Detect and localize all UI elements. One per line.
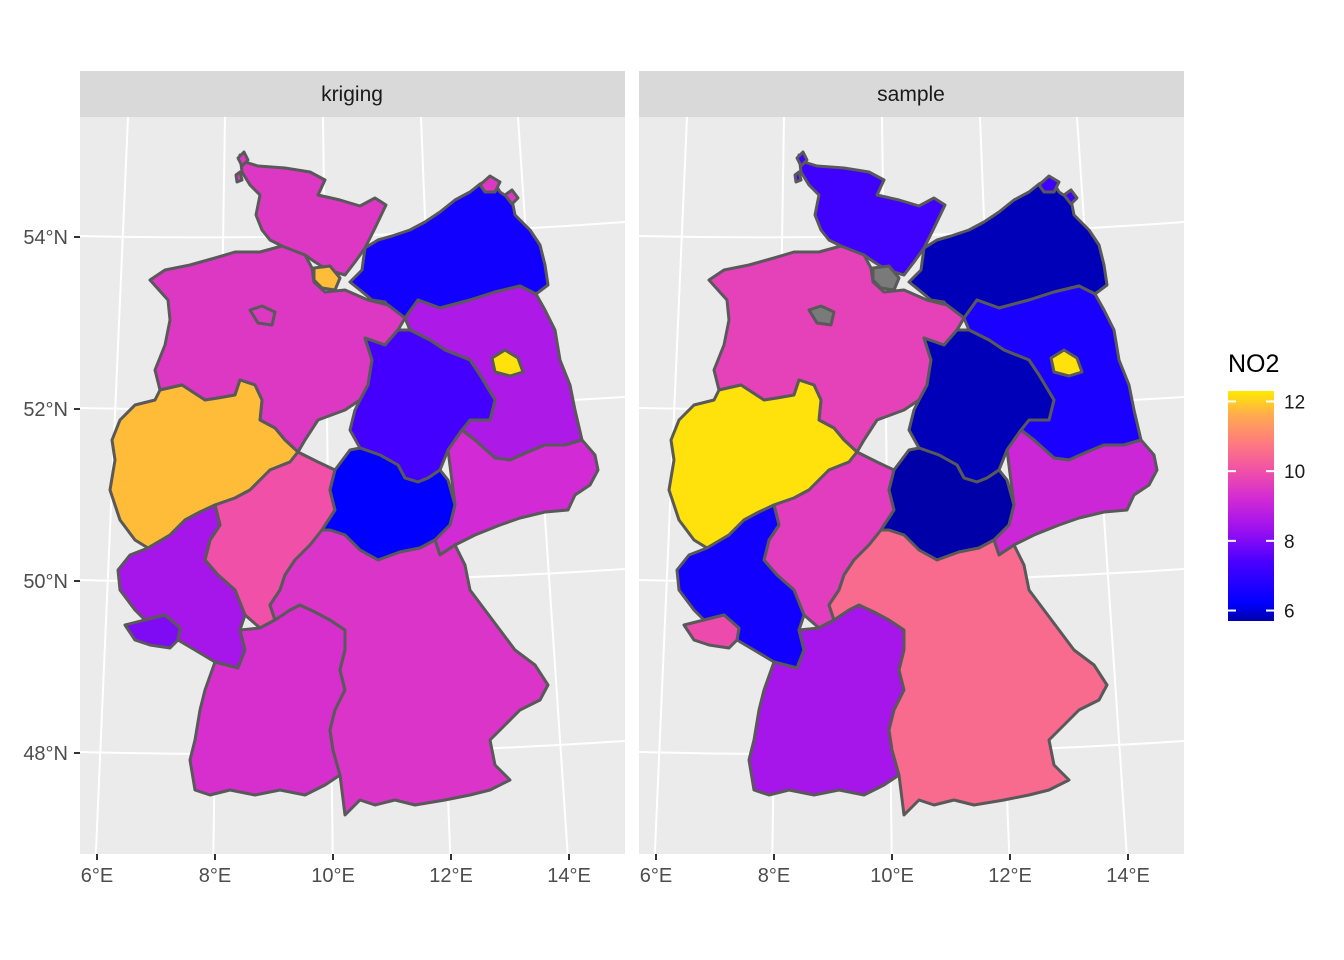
x-tick-label: 12°E — [988, 865, 1032, 887]
legend-tick-label: 10 — [1284, 462, 1305, 483]
state-saarland — [682, 613, 741, 650]
island — [793, 170, 803, 184]
y-tick-label: 48°N — [23, 743, 68, 765]
island — [236, 150, 250, 168]
island — [1062, 188, 1079, 206]
state-schleswig-holstein — [797, 153, 947, 277]
island — [1037, 174, 1061, 194]
island — [503, 188, 520, 206]
state-bayern — [268, 528, 550, 817]
state-bayern — [827, 528, 1109, 817]
x-tick-label: 6°E — [640, 865, 672, 887]
state-hamburg — [312, 264, 342, 292]
legend-tick-label: 12 — [1284, 392, 1305, 413]
state-schleswig-holstein — [238, 153, 388, 277]
strip-kriging — [80, 71, 625, 117]
legend-colorbar — [1228, 391, 1274, 621]
strip-label-sample: sample — [877, 83, 945, 106]
strip-sample — [639, 71, 1184, 117]
x-tick-label: 8°E — [199, 865, 231, 887]
state-bremen — [248, 304, 277, 327]
x-tick-label: 8°E — [758, 865, 790, 887]
island — [795, 150, 809, 168]
legend-title: NO2 — [1228, 350, 1279, 378]
x-axis-kriging: 6°E 8°E 10°E 12°E 14°E — [81, 854, 591, 887]
y-axis: 54°N 52°N 50°N 48°N — [23, 227, 80, 765]
x-tick-label: 10°E — [311, 865, 355, 887]
x-tick-label: 14°E — [1106, 865, 1150, 887]
y-tick-label: 54°N — [23, 227, 68, 249]
strip-label-kriging: kriging — [321, 83, 383, 106]
x-tick-label: 10°E — [870, 865, 914, 887]
island — [478, 174, 502, 194]
state-mecklenburg-vorpommern — [348, 176, 550, 320]
island — [234, 170, 244, 184]
legend-tick-label: 6 — [1284, 602, 1295, 623]
x-tick-label: 14°E — [547, 865, 591, 887]
state-berlin — [490, 348, 525, 378]
x-tick-label: 12°E — [429, 865, 473, 887]
x-axis-sample: 6°E 8°E 10°E 12°E 14°E — [640, 854, 1150, 887]
legend: NO2 12 10 8 6 — [1228, 350, 1305, 623]
state-berlin — [1049, 348, 1084, 378]
state-hamburg — [871, 264, 901, 292]
legend-ticks: 12 10 8 6 — [1228, 392, 1305, 623]
state-saarland — [123, 613, 182, 650]
y-tick-label: 52°N — [23, 399, 68, 421]
state-bremen — [807, 304, 836, 327]
map-kriging — [108, 150, 600, 817]
y-tick-label: 50°N — [23, 571, 68, 593]
state-mecklenburg-vorpommern — [907, 176, 1109, 320]
legend-tick-label: 8 — [1284, 532, 1295, 553]
x-tick-label: 6°E — [81, 865, 113, 887]
map-sample — [667, 150, 1159, 817]
